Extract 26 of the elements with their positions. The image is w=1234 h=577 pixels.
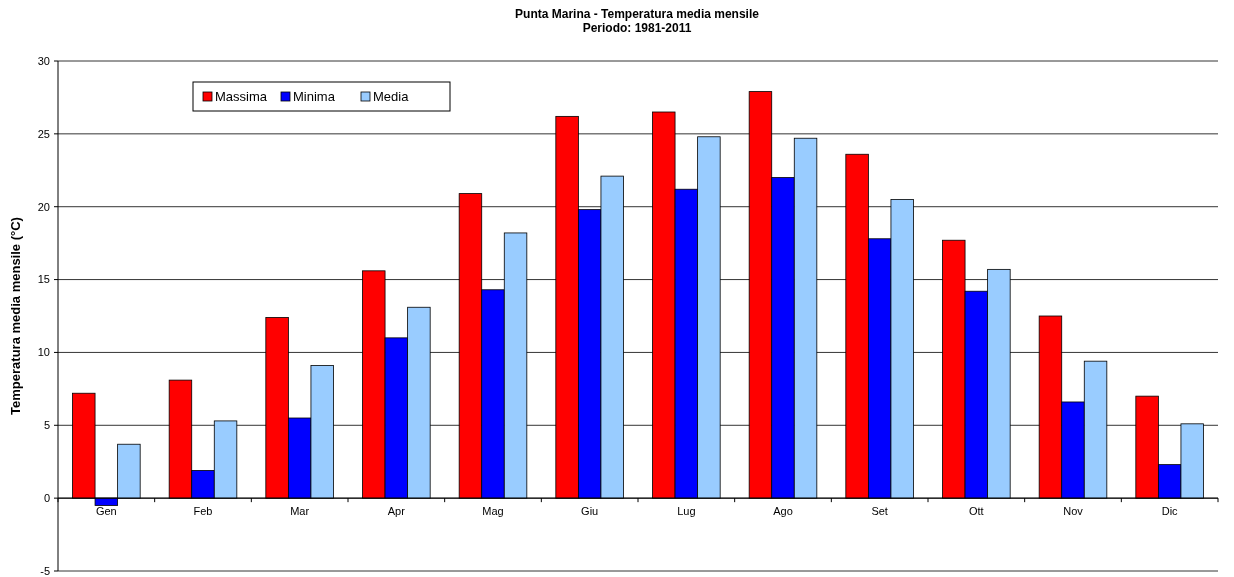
x-tick-label: Apr <box>387 505 406 518</box>
legend-label: Massima <box>215 89 268 104</box>
y-tick-label: 30 <box>37 54 50 67</box>
y-tick-label: 5 <box>43 419 50 432</box>
x-tick-label: Dic <box>1161 505 1179 518</box>
x-tick-label: Giu <box>581 505 599 518</box>
chart-subtitle: Periodo: 1981-2011 <box>582 21 692 35</box>
x-tick-label: Ago <box>773 505 793 518</box>
legend-label: Media <box>373 89 410 104</box>
y-tick-label: 10 <box>37 346 50 359</box>
x-tick-label: Set <box>871 505 888 518</box>
x-tick-label: Nov <box>1063 505 1084 518</box>
x-tick-label: Feb <box>193 505 213 518</box>
x-tick-label: Mar <box>290 505 310 518</box>
y-tick-label: 0 <box>43 491 50 504</box>
y-tick-label: 25 <box>37 127 50 140</box>
y-tick-label: -5 <box>40 564 50 577</box>
x-tick-label: Lug <box>677 505 696 518</box>
chart-title: Punta Marina - Temperatura media mensile <box>515 7 760 21</box>
x-tick-label: Gen <box>95 505 117 518</box>
x-tick-label: Ott <box>969 505 984 518</box>
y-tick-label: 15 <box>37 273 50 286</box>
y-axis-title: Temperatura media mensile (°C) <box>8 217 23 415</box>
y-tick-label: 20 <box>37 200 50 213</box>
x-tick-label: Mag <box>482 505 504 518</box>
legend-label: Minima <box>293 89 336 104</box>
